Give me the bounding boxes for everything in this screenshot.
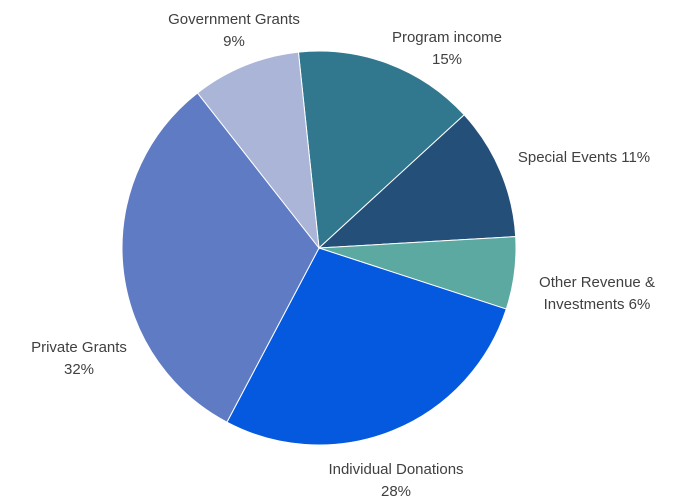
pie-slice-program-income bbox=[297, 50, 465, 250]
pie-labels: Program income 15% Special Events 11% Other… bbox=[31, 11, 655, 500]
data-label-government-grants: Government Grants 9% bbox=[168, 11, 300, 50]
pie-slice-special-events bbox=[317, 114, 517, 249]
pie-slices bbox=[121, 50, 517, 446]
pie-slice-private-grants bbox=[121, 92, 320, 423]
data-label-program-income: Program income 15% bbox=[392, 29, 502, 68]
pie-slice-government-grants bbox=[196, 51, 320, 250]
data-label-special-events: Special Events 11% bbox=[518, 149, 650, 166]
pie-slice-individual-donations bbox=[226, 247, 507, 446]
data-label-private-grants: Private Grants 32% bbox=[31, 339, 127, 378]
data-label-other-revenue-investments: Other Revenue & Investments 6% bbox=[539, 274, 655, 313]
data-label-individual-donations: Individual Donations 28% bbox=[328, 461, 463, 500]
